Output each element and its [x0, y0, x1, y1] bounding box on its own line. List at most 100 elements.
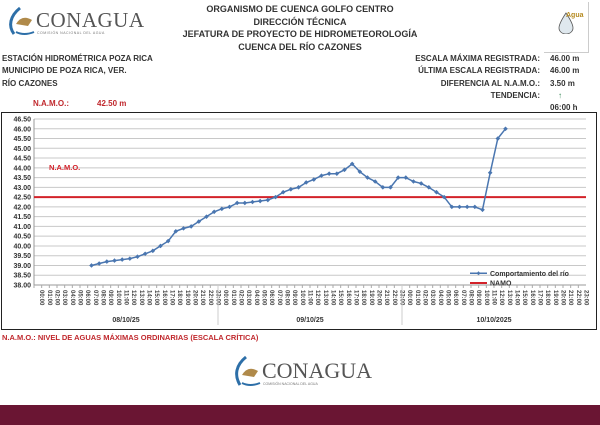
x-tick-label: 00:00: [406, 290, 412, 306]
x-tick-label: 03:00: [429, 290, 435, 306]
x-tick-label: 14:00: [513, 290, 519, 306]
data-point: [142, 251, 148, 257]
header-line: ORGANISMO DE CUENCA GOLFO CENTRO: [206, 4, 394, 14]
x-tick-label: 08:00: [283, 290, 289, 306]
stat-value: 46.00 m: [550, 66, 580, 76]
legend-namo-label: NAMO: [490, 281, 512, 288]
x-tick-label: 13:00: [322, 290, 328, 306]
stat-label: ESCALA MÁXIMA REGISTRADA:: [415, 54, 540, 63]
x-tick-label: 04:00: [437, 290, 443, 306]
data-point: [250, 199, 255, 205]
y-tick-label: 46.50: [13, 117, 31, 124]
data-point: [265, 197, 271, 203]
data-point: [150, 248, 156, 254]
x-tick-label: 11:00: [306, 290, 312, 306]
x-tick-label: 18:00: [360, 290, 366, 306]
x-tick-label: 01:00: [414, 290, 420, 306]
x-tick-label: 07:00: [460, 290, 466, 306]
data-point: [449, 204, 455, 210]
namo-value: 42.50 m: [97, 99, 127, 108]
data-point: [242, 200, 248, 206]
data-point: [472, 204, 478, 210]
x-tick-label: 19:00: [184, 290, 190, 306]
stat-value: 06:00 h: [550, 103, 578, 113]
y-tick-label: 45.50: [13, 136, 31, 143]
data-point: [503, 126, 508, 132]
data-point: [441, 194, 447, 200]
x-tick-label: 04:00: [69, 290, 75, 306]
x-tick-label: 01:00: [230, 290, 236, 306]
legend-series-label: Comportamiento del río: [490, 271, 569, 278]
x-tick-label: 02:00: [421, 290, 427, 306]
data-point: [326, 171, 332, 176]
data-point: [457, 204, 462, 210]
data-point: [119, 257, 125, 262]
x-tick-label: 20:00: [559, 290, 565, 306]
stat-last: ÚLTIMA ESCALA REGISTRADA: 46.00 m: [400, 65, 596, 77]
y-tick-label: 38.50: [13, 273, 31, 280]
x-tick-label: 21:00: [567, 290, 573, 306]
stat-label: TENDENCIA:: [490, 90, 540, 100]
x-tick-label: 13:00: [138, 290, 144, 306]
y-tick-label: 41.00: [13, 224, 31, 231]
x-tick-label: 20:00: [375, 290, 381, 306]
day-label: 08/10/25: [112, 317, 139, 324]
x-tick-label: 21:00: [199, 290, 205, 306]
y-tick-label: 43.50: [13, 175, 31, 182]
y-tick-label: 38.00: [13, 283, 31, 290]
header-line: DIRECCIÓN TÉCNICA: [253, 16, 347, 27]
x-tick-label: 13:00: [506, 290, 512, 306]
x-tick-label: 10:00: [483, 290, 489, 306]
x-tick-label: 06:00: [268, 290, 274, 306]
conagua-logo: CONAGUA COMISIÓN NACIONAL DEL AGUA: [6, 6, 144, 36]
x-tick-label: 07:00: [92, 290, 98, 306]
data-point: [296, 185, 301, 190]
y-tick-label: 40.00: [13, 243, 31, 250]
x-tick-label: 20:00: [191, 290, 197, 306]
x-tick-label: 05:00: [260, 290, 266, 306]
x-tick-label: 08:00: [467, 290, 473, 306]
y-tick-label: 39.00: [13, 263, 31, 270]
day-label: 10/10/2025: [476, 317, 511, 324]
data-point: [434, 189, 439, 195]
x-tick-label: 00:00: [222, 290, 228, 306]
data-point: [89, 263, 94, 268]
data-point: [388, 185, 393, 190]
x-tick-label: 04:00: [253, 290, 259, 306]
x-tick-label: 02:00: [237, 290, 243, 306]
station-name: ESTACIÓN HIDROMÉTRICA POZA RICA: [2, 54, 153, 63]
x-tick-label: 18:00: [544, 290, 550, 306]
data-point: [303, 180, 309, 185]
data-point: [480, 207, 485, 213]
footnote: N.A.M.O.: NIVEL DE AGUAS MÁXIMAS ORDINAR…: [2, 333, 259, 342]
y-tick-label: 44.00: [13, 165, 31, 172]
stat-diff: DIFERENCIA AL N.A.M.O.: 3.50 m: [400, 78, 596, 90]
stat-label: ÚLTIMA ESCALA REGISTRADA:: [418, 66, 540, 76]
x-tick-label: 18:00: [176, 290, 182, 306]
data-point: [219, 206, 225, 212]
x-tick-label: 15:00: [337, 290, 343, 306]
x-tick-label: 17:00: [536, 290, 542, 306]
data-point: [257, 198, 263, 204]
x-tick-label: 06:00: [452, 290, 458, 306]
x-tick-label: 12:00: [314, 290, 320, 306]
stats-panel: ESCALA MÁXIMA REGISTRADA: 46.00 m ÚLTIMA …: [400, 53, 596, 114]
data-point: [464, 204, 470, 210]
y-tick-label: 44.50: [13, 156, 31, 163]
x-tick-label: 09:00: [475, 290, 481, 306]
x-tick-label: 08:00: [99, 290, 105, 306]
header-title: ORGANISMO DE CUENCA GOLFO CENTRO DIRECCI…: [150, 3, 450, 53]
x-tick-label: 17:00: [352, 290, 358, 306]
y-tick-label: 42.00: [13, 204, 31, 211]
stat-max: ESCALA MÁXIMA REGISTRADA: 46.00 m: [400, 53, 596, 65]
y-tick-label: 45.00: [13, 146, 31, 153]
header-line: CUENCA DEL RÍO CAZONES: [238, 41, 362, 52]
stat-trend: TENDENCIA: ↑: [400, 90, 596, 102]
data-point: [127, 256, 133, 261]
x-tick-label: 06:00: [84, 290, 90, 306]
x-tick-label: 14:00: [329, 290, 335, 306]
river-name: RÍO CAZONES: [2, 78, 58, 88]
data-point: [487, 170, 493, 176]
x-tick-label: 11:00: [122, 290, 128, 306]
y-tick-label: 46.00: [13, 126, 31, 133]
